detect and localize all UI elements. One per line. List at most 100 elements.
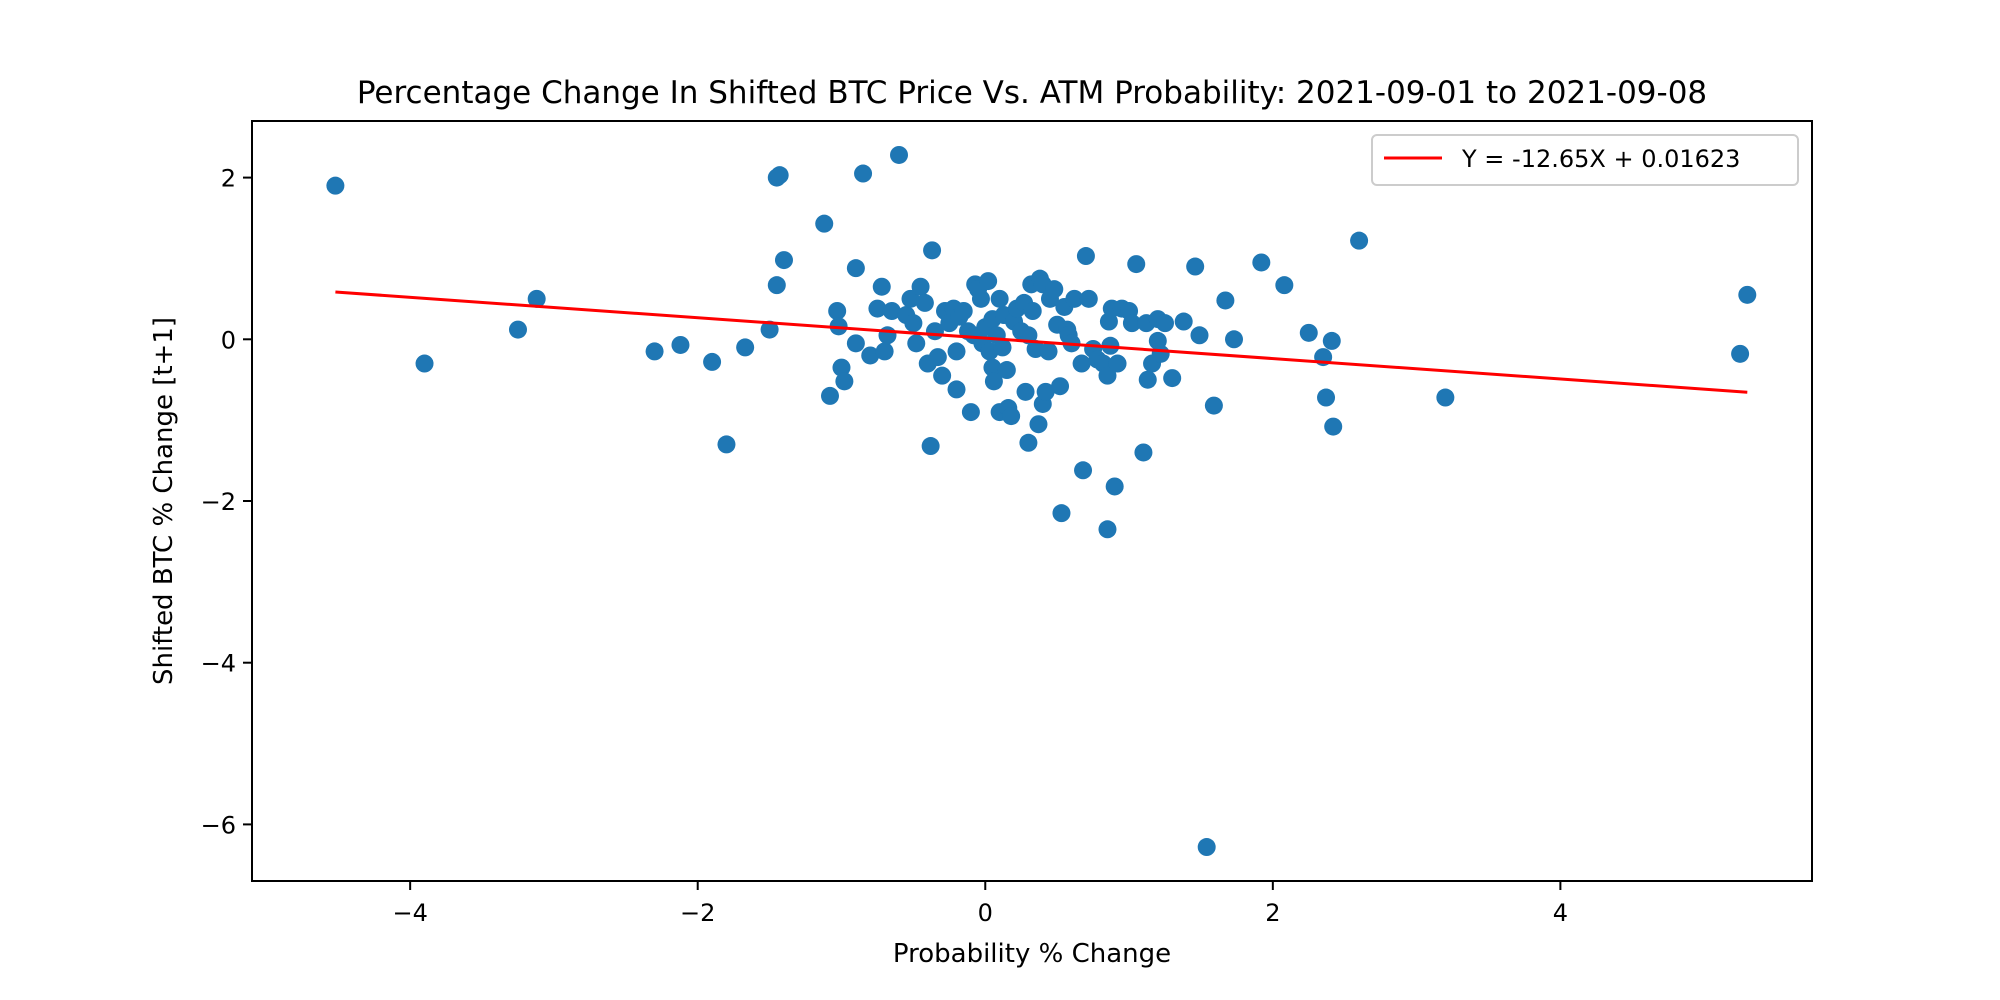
scatter-point-104 bbox=[1098, 520, 1117, 539]
scatter-point-31 bbox=[901, 289, 920, 308]
scatter-point-69 bbox=[1002, 407, 1021, 426]
scatter-point-128 bbox=[1216, 291, 1235, 310]
scatter-point-129 bbox=[1225, 330, 1244, 349]
scatter-point-109 bbox=[1108, 354, 1127, 373]
y-axis: −6 −4 −2 0 2 bbox=[201, 165, 252, 839]
scatter-point-7 bbox=[717, 435, 736, 454]
scatter-point-137 bbox=[1350, 231, 1369, 250]
scatter-point-78 bbox=[1023, 302, 1042, 320]
scatter-point-37 bbox=[921, 437, 940, 456]
y-tick-label-0: −6 bbox=[201, 811, 236, 839]
scatter-point-2 bbox=[508, 320, 527, 339]
scatter-point-123 bbox=[1174, 312, 1193, 331]
scatter-point-60 bbox=[983, 358, 1002, 377]
scatter-point-6 bbox=[703, 352, 722, 371]
scatter-point-65 bbox=[993, 338, 1012, 357]
scatter-point-28 bbox=[882, 302, 901, 320]
scatter-point-5 bbox=[671, 335, 690, 354]
scatter-point-34 bbox=[911, 277, 930, 296]
scatter-point-122 bbox=[1163, 369, 1182, 388]
scatter-point-22 bbox=[854, 164, 873, 183]
scatter-point-98 bbox=[1076, 247, 1095, 266]
scatter-point-35 bbox=[915, 293, 934, 312]
scatter-point-12 bbox=[767, 276, 786, 295]
legend-label: Y = -12.65X + 0.01623 bbox=[1461, 145, 1740, 173]
x-tick-label-2: 0 bbox=[978, 899, 993, 927]
scatter-point-40 bbox=[928, 348, 947, 367]
x-axis: −4 −2 0 2 4 bbox=[392, 881, 1568, 927]
scatter-point-95 bbox=[1065, 289, 1084, 308]
scatter-point-108 bbox=[1105, 477, 1124, 496]
scatter-point-90 bbox=[1052, 504, 1071, 523]
scatter-point-0 bbox=[326, 176, 345, 195]
scatter-point-21 bbox=[846, 259, 865, 278]
scatter-point-3 bbox=[527, 289, 546, 308]
legend: Y = -12.65X + 0.01623 bbox=[1371, 134, 1799, 186]
scatter-point-139 bbox=[1731, 344, 1750, 363]
scatter-point-125 bbox=[1190, 326, 1209, 345]
scatter-point-41 bbox=[933, 366, 952, 385]
scatter-point-48 bbox=[954, 302, 973, 320]
x-axis-label: Probability % Change bbox=[893, 939, 1171, 969]
scatter-point-99 bbox=[1079, 289, 1098, 308]
scatter-point-126 bbox=[1197, 838, 1216, 857]
scatter-point-13 bbox=[774, 251, 793, 270]
scatter-point-11 bbox=[770, 166, 789, 185]
scatter-point-67 bbox=[997, 361, 1016, 380]
scatter-point-26 bbox=[875, 342, 894, 361]
scatter-point-132 bbox=[1299, 323, 1318, 342]
scatter-point-64 bbox=[990, 289, 1009, 308]
scatter-point-116 bbox=[1138, 370, 1157, 389]
scatter-point-14 bbox=[815, 214, 834, 233]
scatter-point-18 bbox=[832, 358, 851, 377]
scatter-point-103 bbox=[1098, 366, 1117, 385]
y-tick-label-3: 0 bbox=[221, 326, 236, 354]
scatter-point-57 bbox=[979, 272, 998, 291]
scatter-point-140 bbox=[1738, 285, 1757, 304]
y-tick-label-4: 2 bbox=[221, 165, 236, 193]
scatter-point-135 bbox=[1322, 331, 1341, 350]
scatter-point-32 bbox=[904, 314, 923, 333]
y-tick-label-2: −2 bbox=[201, 488, 236, 516]
scatter-point-38 bbox=[923, 241, 942, 260]
scatter-point-20 bbox=[846, 334, 865, 353]
scatter-point-61 bbox=[984, 372, 1003, 391]
scatter-point-4 bbox=[645, 342, 664, 361]
scatter-point-75 bbox=[1019, 433, 1038, 452]
x-tick-label-1: −2 bbox=[680, 899, 715, 927]
scatter-point-112 bbox=[1122, 314, 1141, 333]
scatter-point-97 bbox=[1074, 461, 1093, 480]
scatter-point-96 bbox=[1072, 354, 1091, 373]
scatter-point-130 bbox=[1252, 253, 1271, 272]
scatter-point-16 bbox=[828, 302, 847, 320]
scatter-point-50 bbox=[961, 403, 980, 422]
scatter-point-45 bbox=[947, 342, 966, 361]
regression-line-layer bbox=[335, 290, 1748, 394]
scatter-point-85 bbox=[1039, 342, 1058, 361]
scatter-point-84 bbox=[1036, 382, 1055, 401]
x-tick-label-3: 2 bbox=[1265, 899, 1280, 927]
scatter-point-113 bbox=[1127, 255, 1146, 274]
scatter-point-8 bbox=[736, 338, 755, 357]
scatter-point-27 bbox=[878, 326, 897, 345]
scatter-point-87 bbox=[1045, 280, 1064, 299]
scatter-point-124 bbox=[1186, 257, 1205, 276]
scatter-point-114 bbox=[1134, 443, 1153, 462]
scatter-point-24 bbox=[868, 299, 887, 318]
scatter-point-15 bbox=[820, 386, 839, 405]
scatter-point-9 bbox=[760, 320, 779, 339]
y-tick-label-1: −4 bbox=[201, 650, 236, 678]
scatter-point-120 bbox=[1151, 344, 1170, 363]
y-axis-label: Shifted BTC % Change [t+1] bbox=[149, 317, 179, 685]
scatter-point-89 bbox=[1051, 377, 1070, 396]
x-tick-label-4: 4 bbox=[1553, 899, 1568, 927]
scatter-point-131 bbox=[1275, 276, 1294, 295]
legend-box bbox=[1371, 134, 1799, 186]
scatter-point-1 bbox=[415, 354, 434, 373]
scatter-point-19 bbox=[835, 372, 854, 391]
scatter-point-23 bbox=[861, 346, 880, 365]
scatter-point-121 bbox=[1155, 314, 1174, 333]
scatter-point-138 bbox=[1436, 388, 1455, 407]
scatter-point-46 bbox=[947, 380, 966, 399]
